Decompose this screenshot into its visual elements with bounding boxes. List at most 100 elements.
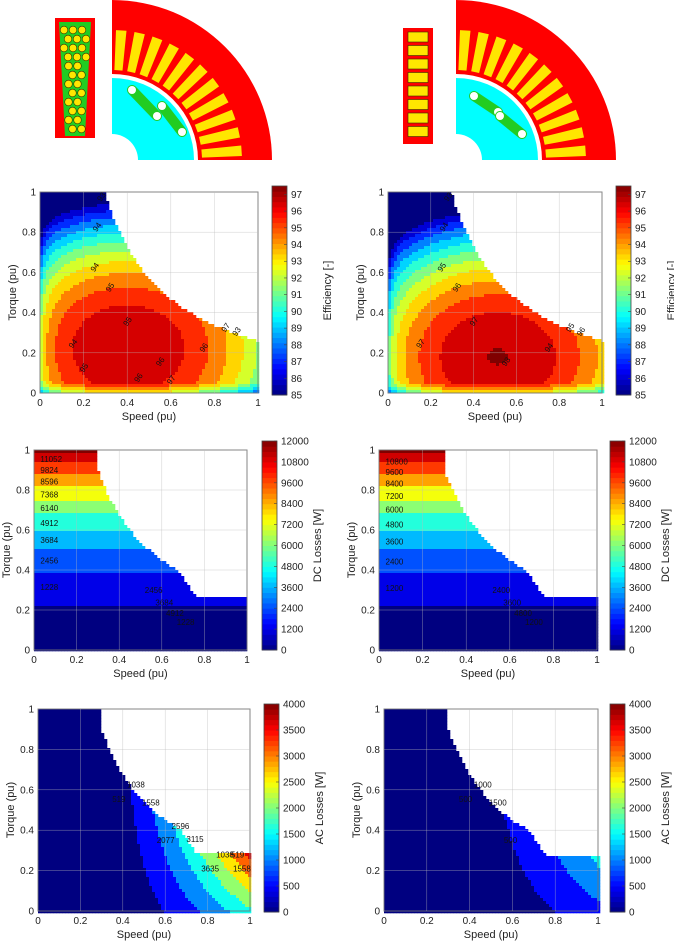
map-cell	[148, 384, 151, 387]
map-cell	[100, 216, 103, 219]
map-cell	[130, 366, 133, 369]
map-cell	[58, 225, 61, 228]
map-cell	[181, 336, 184, 339]
map-cell	[409, 285, 412, 288]
map-cell	[397, 288, 400, 291]
map-cell	[250, 384, 253, 387]
map-cell	[73, 366, 76, 369]
map-cell	[76, 210, 79, 213]
map-cell	[103, 375, 106, 378]
map-cell	[112, 357, 115, 360]
map-cell	[52, 363, 55, 366]
map-cell	[424, 288, 427, 291]
map-cell	[43, 252, 46, 255]
map-cell	[430, 213, 433, 216]
map-cell	[448, 204, 451, 207]
map-cell	[43, 276, 46, 279]
map-cell	[112, 300, 115, 303]
map-cell	[109, 384, 112, 387]
map-cell	[448, 297, 451, 300]
map-cell	[55, 201, 58, 204]
map-cell	[136, 279, 139, 282]
map-cell	[109, 372, 112, 375]
map-cell	[148, 294, 151, 297]
map-cell	[55, 276, 58, 279]
map-cell	[415, 270, 418, 273]
map-cell	[244, 387, 247, 390]
map-cell	[133, 315, 136, 318]
map-cell	[451, 255, 454, 258]
map-cell	[118, 231, 121, 234]
map-cell	[151, 294, 154, 297]
map-cell	[115, 240, 118, 243]
map-cell	[49, 222, 52, 225]
map-cell	[142, 309, 145, 312]
map-cell	[406, 324, 409, 327]
map-cell	[85, 240, 88, 243]
map-cell	[58, 201, 61, 204]
map-cell	[388, 249, 391, 252]
map-cell	[430, 219, 433, 222]
map-cell	[64, 363, 67, 366]
map-cell	[88, 381, 91, 384]
map-cell	[436, 306, 439, 309]
colorbar-segment	[272, 291, 287, 297]
map-cell	[193, 345, 196, 348]
map-cell	[49, 345, 52, 348]
y-tick-label: 0.6	[22, 268, 36, 279]
map-cell	[400, 219, 403, 222]
map-cell	[406, 375, 409, 378]
map-cell	[409, 228, 412, 231]
map-cell	[460, 303, 463, 306]
map-cell	[142, 297, 145, 300]
map-cell	[397, 264, 400, 267]
map-cell	[154, 309, 157, 312]
map-cell	[154, 384, 157, 387]
map-cell	[394, 276, 397, 279]
map-cell	[91, 330, 94, 333]
map-cell	[154, 339, 157, 342]
map-cell	[166, 354, 169, 357]
map-cell	[55, 294, 58, 297]
map-cell	[241, 339, 244, 342]
map-cell	[115, 315, 118, 318]
map-cell	[223, 345, 226, 348]
map-cell	[451, 231, 454, 234]
map-cell	[67, 378, 70, 381]
map-cell	[409, 363, 412, 366]
map-cell	[250, 360, 253, 363]
map-cell	[460, 273, 463, 276]
map-cell	[235, 342, 238, 345]
map-cell	[187, 321, 190, 324]
map-cell	[124, 276, 127, 279]
map-cell	[397, 297, 400, 300]
map-cell	[442, 282, 445, 285]
map-cell	[43, 339, 46, 342]
map-cell	[61, 252, 64, 255]
map-cell	[70, 279, 73, 282]
map-cell	[61, 372, 64, 375]
map-cell	[61, 321, 64, 324]
map-cell	[133, 273, 136, 276]
map-cell	[76, 297, 79, 300]
map-cell	[160, 387, 163, 390]
map-cell	[175, 366, 178, 369]
map-cell	[454, 237, 457, 240]
map-cell	[55, 237, 58, 240]
map-cell	[64, 249, 67, 252]
strand-icon	[78, 71, 86, 79]
map-cell	[49, 348, 52, 351]
map-cell	[91, 387, 94, 390]
map-cell	[211, 342, 214, 345]
strand-icon	[60, 26, 68, 34]
map-cell	[220, 345, 223, 348]
map-cell	[424, 309, 427, 312]
map-cell	[70, 375, 73, 378]
map-cell	[100, 366, 103, 369]
map-cell	[433, 360, 436, 363]
map-cell	[157, 291, 160, 294]
map-cell	[100, 369, 103, 372]
map-cell	[178, 348, 181, 351]
map-cell	[175, 342, 178, 345]
map-cell	[418, 369, 421, 372]
